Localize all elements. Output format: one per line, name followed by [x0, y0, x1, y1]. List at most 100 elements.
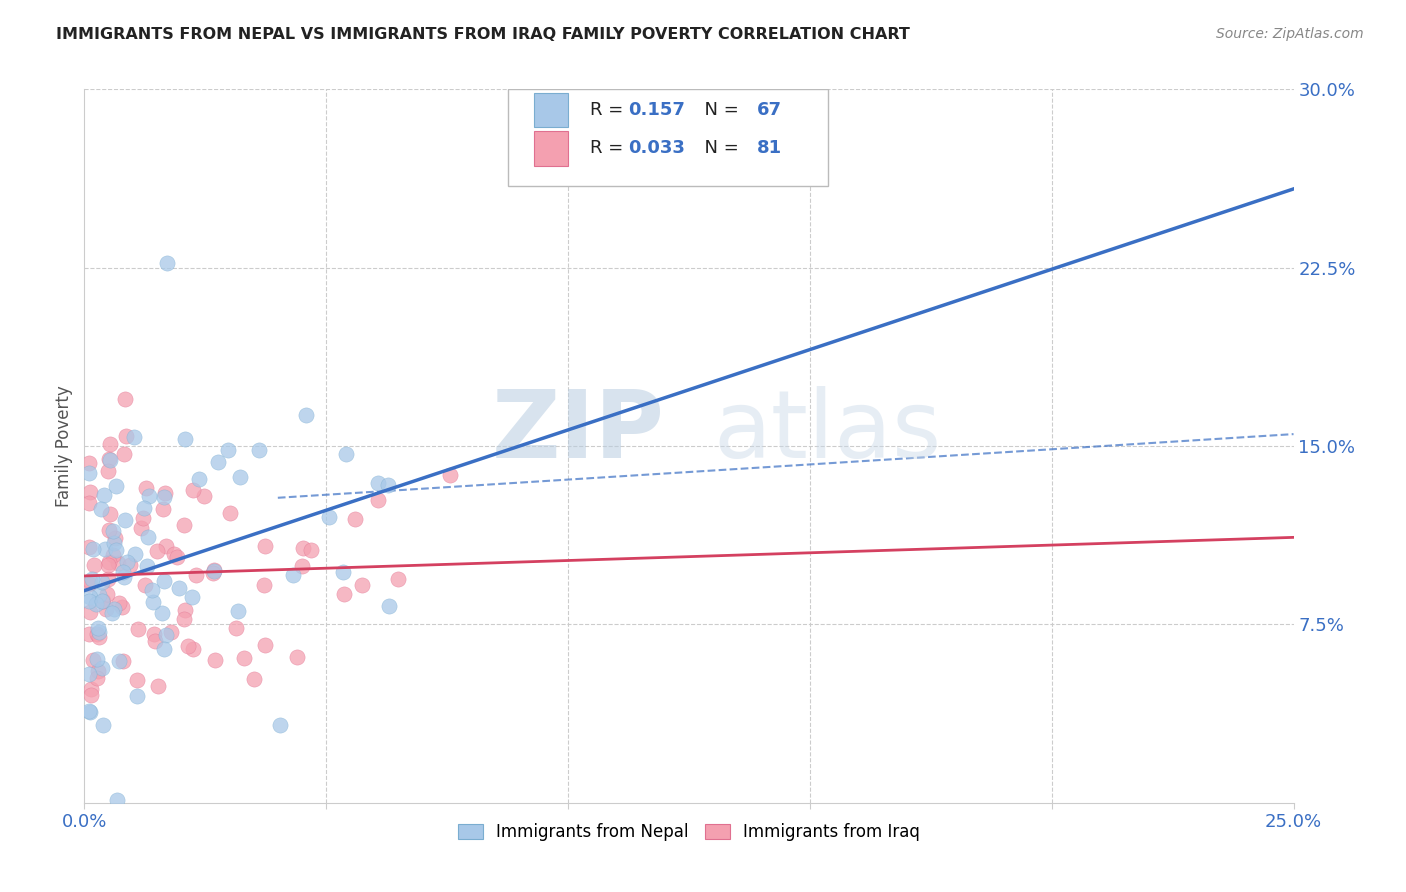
- Point: [204, 653, 226, 667]
- Point: [105, 793, 128, 807]
- Point: [101, 524, 124, 538]
- Point: [111, 654, 134, 668]
- Point: [111, 565, 134, 579]
- Text: R =: R =: [589, 139, 628, 157]
- Point: [77, 576, 100, 591]
- Point: [173, 612, 195, 626]
- Point: [97, 523, 120, 537]
- Point: [226, 604, 249, 618]
- Text: 81: 81: [756, 139, 782, 157]
- Point: [79, 574, 101, 589]
- Point: [80, 689, 103, 703]
- Point: [153, 491, 176, 505]
- Text: 0.033: 0.033: [628, 139, 685, 157]
- Bar: [534, 93, 568, 127]
- Point: [97, 572, 120, 586]
- Text: R =: R =: [589, 101, 628, 119]
- Point: [173, 517, 195, 532]
- Point: [152, 501, 174, 516]
- Point: [181, 642, 204, 657]
- Point: [254, 539, 277, 553]
- Point: [217, 443, 239, 458]
- Point: [138, 490, 160, 504]
- Legend: Immigrants from Nepal, Immigrants from Iraq: Immigrants from Nepal, Immigrants from I…: [451, 817, 927, 848]
- Point: [299, 543, 322, 558]
- Point: [344, 512, 367, 526]
- Point: [156, 256, 179, 270]
- Point: [91, 594, 114, 608]
- Point: [101, 606, 124, 620]
- Point: [79, 605, 101, 619]
- Point: [142, 595, 165, 609]
- Point: [153, 574, 176, 588]
- Text: IMMIGRANTS FROM NEPAL VS IMMIGRANTS FROM IRAQ FAMILY POVERTY CORRELATION CHART: IMMIGRANTS FROM NEPAL VS IMMIGRANTS FROM…: [56, 27, 910, 42]
- FancyBboxPatch shape: [508, 89, 828, 186]
- Point: [352, 578, 374, 592]
- Point: [141, 582, 163, 597]
- Point: [77, 704, 100, 718]
- Point: [155, 539, 177, 553]
- Point: [97, 555, 120, 569]
- Point: [146, 679, 169, 693]
- Point: [174, 603, 197, 617]
- Point: [104, 531, 127, 545]
- Text: 67: 67: [756, 101, 782, 119]
- Point: [295, 408, 318, 422]
- Point: [104, 479, 127, 493]
- Point: [242, 672, 264, 686]
- Point: [367, 475, 389, 490]
- Point: [136, 559, 159, 574]
- Point: [377, 478, 399, 492]
- Point: [84, 598, 107, 612]
- Point: [181, 483, 204, 497]
- Point: [184, 568, 207, 582]
- Point: [83, 558, 105, 573]
- Point: [79, 590, 101, 604]
- Point: [335, 447, 357, 461]
- Bar: [534, 131, 568, 166]
- Point: [124, 547, 146, 561]
- Point: [89, 624, 111, 639]
- Point: [91, 594, 114, 608]
- Point: [98, 508, 121, 522]
- Point: [94, 602, 117, 616]
- Point: [291, 541, 314, 556]
- Point: [98, 437, 121, 451]
- Point: [107, 556, 129, 570]
- Point: [114, 513, 136, 527]
- Point: [269, 718, 291, 732]
- Point: [202, 566, 225, 581]
- Point: [87, 664, 110, 678]
- Point: [166, 549, 188, 564]
- Point: [93, 718, 115, 732]
- Point: [207, 455, 229, 469]
- Point: [180, 590, 202, 604]
- Point: [93, 488, 115, 502]
- Text: Source: ZipAtlas.com: Source: ZipAtlas.com: [1216, 27, 1364, 41]
- Point: [110, 600, 132, 615]
- Point: [125, 673, 148, 688]
- Point: [177, 639, 200, 653]
- Y-axis label: Family Poverty: Family Poverty: [55, 385, 73, 507]
- Point: [86, 626, 108, 640]
- Point: [232, 651, 254, 665]
- Point: [118, 558, 141, 573]
- Point: [97, 558, 120, 572]
- Point: [193, 489, 215, 503]
- Point: [142, 627, 165, 641]
- Point: [100, 453, 122, 467]
- Text: 0.157: 0.157: [628, 101, 685, 119]
- Point: [252, 578, 274, 592]
- Point: [134, 578, 156, 592]
- Point: [94, 541, 117, 556]
- Point: [96, 587, 118, 601]
- Point: [82, 542, 104, 557]
- Point: [90, 661, 112, 675]
- Point: [332, 587, 354, 601]
- Point: [132, 510, 155, 524]
- Point: [114, 392, 136, 407]
- Point: [136, 530, 159, 544]
- Point: [86, 672, 108, 686]
- Point: [229, 470, 252, 484]
- Point: [318, 510, 340, 524]
